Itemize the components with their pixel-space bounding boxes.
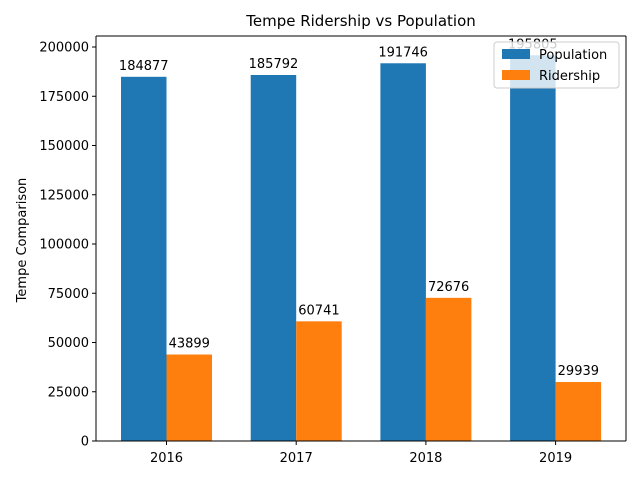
bar-population-2017 bbox=[250, 75, 297, 441]
bar-population-2016 bbox=[121, 76, 167, 442]
y-axis-label: Tempe Comparison bbox=[15, 178, 30, 304]
legend-label-ridership: Ridership bbox=[539, 69, 600, 84]
bar-ridership-2019 bbox=[555, 382, 602, 441]
bar-ridership-2017 bbox=[296, 321, 342, 441]
data-label-ridership-2018: 72676 bbox=[428, 280, 469, 295]
plot-area: 1848771857921917461958054389960741726762… bbox=[39, 35, 627, 466]
y-tick-label: 50000 bbox=[48, 336, 89, 351]
y-tick-label: 75000 bbox=[48, 287, 89, 302]
bar-population-2019 bbox=[510, 55, 556, 441]
data-label-ridership-2017: 60741 bbox=[298, 303, 339, 318]
legend-swatch-ridership bbox=[502, 70, 530, 80]
y-tick-label: 25000 bbox=[48, 385, 89, 400]
data-label-population-2016: 184877 bbox=[119, 59, 169, 74]
x-tick-label-2017: 2017 bbox=[280, 451, 313, 466]
bar-population-2018 bbox=[380, 63, 426, 442]
bar-ridership-2018 bbox=[425, 297, 472, 441]
y-tick-label: 150000 bbox=[39, 139, 89, 154]
data-label-ridership-2019: 29939 bbox=[558, 364, 599, 379]
y-tick-label: 0 bbox=[81, 435, 89, 450]
y-tick-label: 125000 bbox=[39, 188, 89, 203]
data-label-population-2018: 191746 bbox=[378, 45, 428, 60]
x-tick-label-2018: 2018 bbox=[409, 451, 442, 466]
legend-swatch-population bbox=[502, 49, 530, 59]
bar-ridership-2016 bbox=[166, 354, 212, 441]
x-tick-label-2016: 2016 bbox=[150, 451, 183, 466]
x-tick-label-2019: 2019 bbox=[539, 451, 572, 466]
legend-label-population: Population bbox=[539, 48, 607, 63]
y-tick-label: 175000 bbox=[39, 90, 89, 105]
legend: Population Ridership bbox=[493, 41, 620, 89]
chart-title: Tempe Ridership vs Population bbox=[245, 12, 476, 30]
data-label-population-2017: 185792 bbox=[249, 57, 299, 72]
y-tick-label: 100000 bbox=[39, 238, 89, 253]
data-label-ridership-2016: 43899 bbox=[169, 337, 210, 352]
y-tick-label: 200000 bbox=[39, 41, 89, 56]
